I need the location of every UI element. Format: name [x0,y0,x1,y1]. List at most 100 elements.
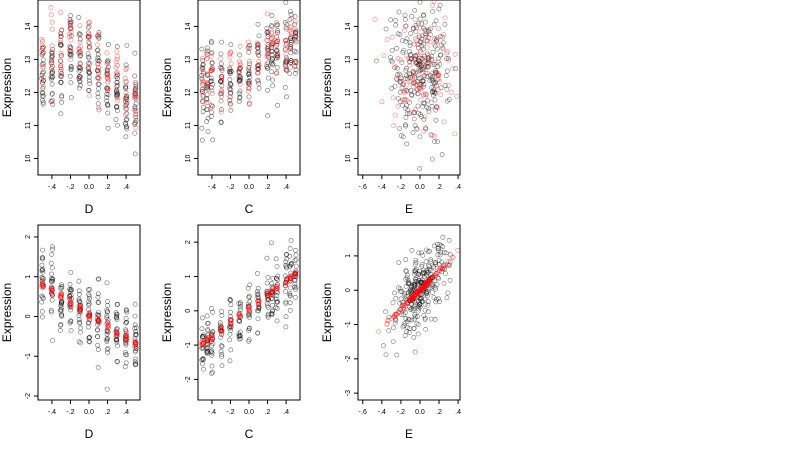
data-point-fitted-p2-252 [200,55,206,61]
data-point-observed-p3-85 [374,58,379,64]
data-point-observed-p2-34 [205,72,211,78]
data-point-observed-p5-210 [283,289,288,294]
data-point-observed-p1-15 [40,57,46,63]
data-point-fitted-p2-376 [287,45,293,51]
data-point-fitted-p1-367 [133,111,138,117]
data-point-observed-p5-124 [246,338,252,344]
data-point-observed-p1-229 [133,114,139,120]
data-point-observed-p2-208 [282,19,288,25]
data-point-observed-p4-153 [95,347,101,353]
data-point-observed-p6-275 [409,317,415,323]
data-point-observed-p3-158 [430,77,436,83]
data-point-fitted-p2-263 [205,71,210,77]
y-tick-label: 0 [185,309,192,313]
data-point-fitted-p2-260 [204,56,210,62]
data-point-fitted-p4-281 [68,304,74,310]
data-point-observed-p5-183 [274,318,280,324]
data-point-fitted-p4-319 [106,325,111,331]
data-point-observed-p2-146 [265,87,271,93]
data-point-observed-p3-145 [388,54,393,60]
data-point-fitted-p2-339 [270,34,276,40]
scatter-panel-6: -.6 -.4 -.2 0.0 .2 .4 -3 -2 -1 0 1 E Expression [320,224,461,441]
data-point-fitted-p1-260 [48,5,54,10]
data-point-fitted-p1-272 [57,37,63,43]
data-point-observed-p4-32 [49,252,55,257]
y-tick-label: 11 [185,122,192,129]
data-point-observed-p1-105 [76,15,82,20]
data-point-observed-p6-95 [419,250,424,256]
data-point-observed-p5-141 [255,286,261,291]
data-point-observed-p4-98 [76,313,82,319]
data-point-observed-p4-89 [78,325,83,331]
y-tick-label: 0 [345,288,352,292]
data-point-fitted-p1-322 [96,32,102,37]
data-point-fitted-p3-339 [409,80,415,85]
data-point-observed-p5-211 [283,259,289,265]
data-point-fitted-p5-339 [274,286,280,291]
data-point-fitted-p3-375 [420,61,426,67]
data-point-observed-p6-12 [413,260,419,265]
data-point-observed-p1-194 [113,117,119,122]
data-point-fitted-p1-291 [76,64,82,69]
data-point-observed-p5-47 [209,350,215,356]
data-point-fitted-p5-355 [287,274,293,280]
data-point-fitted-p2-325 [256,59,262,64]
data-point-fitted-p2-320 [255,70,261,76]
data-point-observed-p4-92 [78,329,83,335]
data-point-fitted-p2-357 [275,30,281,36]
data-point-observed-p1-175 [104,91,110,97]
y-axis-label: Expression [0,283,14,342]
data-point-fitted-p2-323 [255,52,261,58]
data-point-observed-p2-186 [274,65,280,70]
data-point-fitted-p2-355 [274,39,279,45]
data-point-observed-p1-67 [67,73,73,79]
x-axis-label: D [85,202,94,216]
data-point-fitted-p2-337 [265,51,270,57]
x-tick-label: -.2 [226,184,234,191]
data-point-observed-p2-178 [269,13,275,18]
scatter-panel-5: -.4 -.2 0.0 .2 .4 -2 -1 0 1 2 C Expression [160,224,301,441]
data-point-fitted-p3-264 [398,57,404,63]
data-point-observed-p6-209 [419,263,425,269]
data-point-fitted-p5-345 [284,280,290,286]
data-point-observed-p3-178 [453,66,459,71]
data-point-fitted-p1-285 [68,19,73,25]
data-point-observed-p2-108 [247,61,253,67]
y-tick-label: 1 [185,274,192,278]
data-point-observed-p1-87 [67,17,73,23]
x-tick-label: -.4 [48,409,56,416]
data-point-observed-p1-20 [39,90,45,95]
data-point-observed-p5-202 [283,324,289,330]
data-point-fitted-p2-300 [237,82,243,87]
data-point-observed-p4-112 [86,299,91,305]
data-point-observed-p4-77 [68,307,74,313]
x-tick-label: -.2 [397,409,405,416]
data-point-observed-p2-101 [236,98,242,104]
data-point-fitted-p3-369 [431,85,437,91]
data-point-observed-p1-163 [104,58,110,64]
data-point-fitted-p5-264 [204,336,210,341]
data-point-observed-p3-99 [443,73,449,79]
scatter-panel-4: -.4 -.2 0.0 .2 .4 -2 -1 0 1 2 D Expression [0,224,141,441]
data-point-observed-p3-193 [429,85,435,90]
data-point-observed-p2-52 [208,102,214,108]
data-point-fitted-p3-358 [435,35,440,41]
data-point-fitted-p6-366 [401,305,407,310]
data-point-fitted-p2-278 [209,65,215,70]
data-point-observed-p2-110 [246,94,252,100]
data-point-observed-p6-206 [433,286,438,292]
data-point-observed-p1-165 [105,57,111,63]
x-tick-label: 0.0 [84,184,94,191]
data-point-observed-p3-29 [435,46,440,52]
data-point-fitted-p2-303 [236,75,242,81]
data-point-observed-p5-134 [255,308,260,314]
data-point-observed-p5-130 [255,292,261,298]
data-point-observed-p2-157 [264,64,270,69]
data-point-observed-p6-156 [440,234,446,240]
data-point-observed-p4-177 [115,343,120,349]
y-tick-label: 0 [25,314,32,318]
data-point-observed-p1-125 [86,78,92,84]
x-tick-label: .4 [123,409,129,416]
data-point-fitted-p1-307 [87,41,92,47]
y-tick-label: 12 [25,88,32,96]
